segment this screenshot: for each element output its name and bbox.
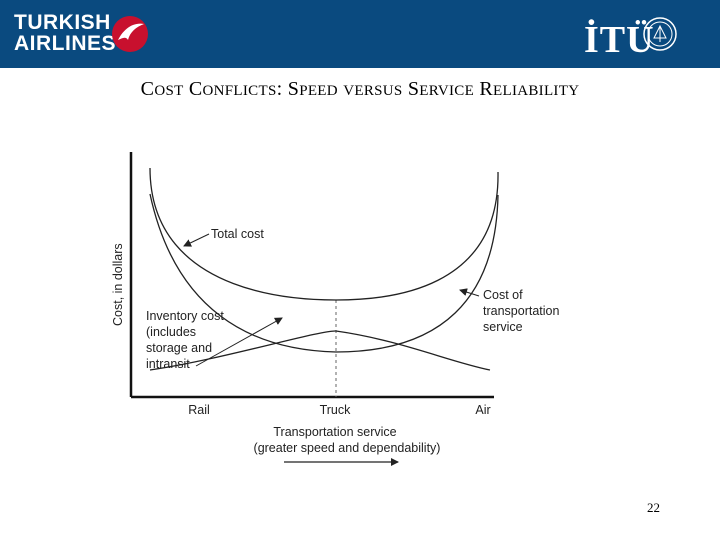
header-bar: TURKISH AIRLINES İTÜ (0, 0, 720, 68)
turkish-airlines-logo: TURKISH AIRLINES (14, 12, 116, 54)
transportation-cost-curve (149, 193, 499, 353)
inventory-cost-pointer (195, 317, 283, 367)
inventory-cost-label-4: intransit (146, 357, 190, 371)
transport-cost-label-2: transportation (483, 304, 559, 318)
x-axis-label-2: (greater speed and dependability) (254, 441, 441, 455)
y-axis-label: Cost, in dollars (111, 243, 125, 326)
transport-cost-pointer (459, 288, 480, 297)
total-cost-pointer (183, 233, 210, 247)
x-axis-label-1: Transportation service (273, 425, 396, 439)
turkish-airlines-bird-icon (112, 16, 148, 52)
brand-line-1: TURKISH (14, 11, 111, 34)
total-cost-label: Total cost (211, 227, 264, 241)
x-tick-truck: Truck (320, 403, 352, 417)
x-tick-air: Air (475, 403, 490, 417)
transport-cost-label-3: service (483, 320, 523, 334)
itu-seal-icon (643, 17, 677, 51)
x-tick-rail: Rail (188, 403, 210, 417)
transport-cost-label-1: Cost of (483, 288, 523, 302)
inventory-cost-label-2: (includes (146, 325, 196, 339)
total-cost-curve (149, 167, 499, 301)
itu-logo-text: İTÜ (584, 19, 655, 61)
inventory-cost-label-1: Inventory cost (146, 309, 224, 323)
inventory-cost-curve (149, 330, 491, 371)
slide-title: COST CONFLICTS: SPEED VERSUS SERVICE REL… (140, 78, 580, 100)
brand-line-2: AIRLINES (14, 32, 117, 55)
inventory-cost-label-3: storage and (146, 341, 212, 355)
page-number: 22 (647, 500, 660, 515)
